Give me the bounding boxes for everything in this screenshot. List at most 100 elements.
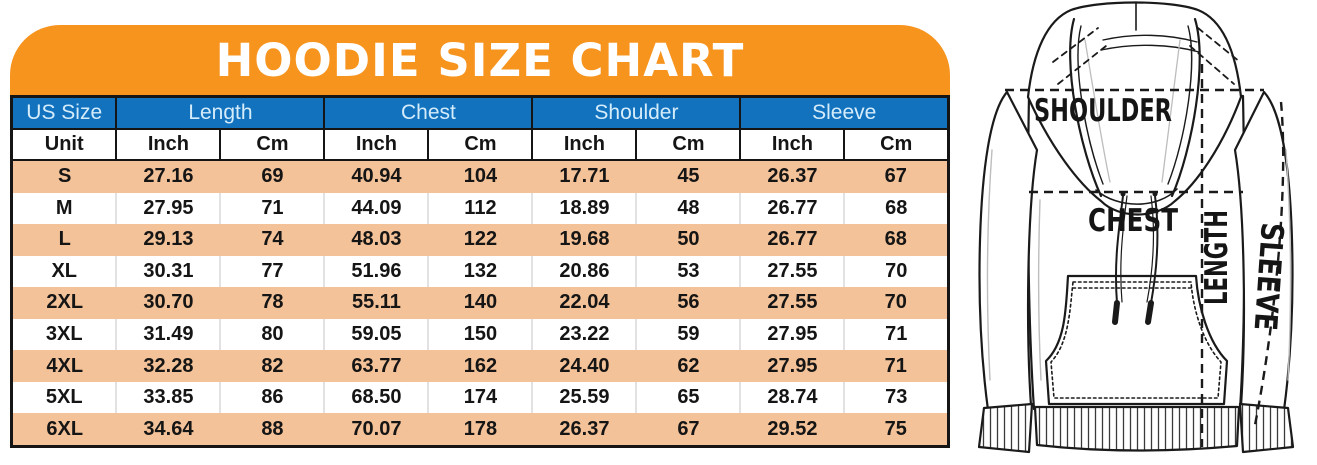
size-value: 86	[219, 381, 325, 414]
size-value: 56	[636, 287, 741, 319]
size-value: 27.16	[116, 160, 221, 193]
size-value: 68.50	[323, 381, 429, 414]
size-value: 74	[220, 224, 325, 256]
size-label: S	[11, 160, 117, 193]
size-value: 150	[427, 318, 533, 351]
size-value: 48.03	[324, 224, 429, 256]
chest-label: CHEST	[1088, 203, 1178, 239]
size-value: 29.13	[116, 224, 221, 256]
size-value: 59.05	[323, 318, 429, 351]
measurement-lines	[1005, 64, 1285, 447]
size-value: 112	[427, 192, 533, 225]
size-value: 18.89	[531, 192, 637, 225]
column-group-chest: Chest	[323, 95, 534, 130]
size-value: 17.71	[532, 160, 637, 193]
size-value: 174	[427, 381, 533, 414]
title-banner: HOODIE SIZE CHART	[10, 25, 950, 95]
size-row-m: M 27.95 71 44.09 112 18.89 48 26.77 68	[11, 192, 949, 225]
size-value: 62	[636, 350, 741, 382]
size-value: 70	[844, 287, 949, 319]
size-label: 5XL	[11, 381, 117, 414]
size-label: 4XL	[11, 350, 117, 382]
size-value: 48	[635, 192, 741, 225]
column-group-us-size: US Size	[10, 95, 118, 130]
size-row-3xl: 3XL 31.49 80 59.05 150 23.22 59 27.95 71	[11, 318, 949, 351]
size-value: 33.85	[115, 381, 221, 414]
size-row-s: S 27.16 69 40.94 104 17.71 45 26.37 67	[11, 160, 949, 193]
size-row-xl: XL 30.31 77 51.96 132 20.86 53 27.55 70	[11, 255, 949, 288]
size-value: 70	[843, 255, 949, 288]
size-value: 45	[636, 160, 741, 193]
size-value: 27.95	[115, 192, 221, 225]
size-value: 122	[428, 224, 533, 256]
unit-header-0: Unit	[10, 128, 118, 161]
size-value: 132	[427, 255, 533, 288]
size-value: 65	[635, 381, 741, 414]
size-value: 88	[220, 413, 325, 447]
size-value: 26.37	[532, 413, 637, 447]
size-row-2xl: 2XL 30.70 78 55.11 140 22.04 56 27.55 70	[11, 287, 949, 319]
size-value: 67	[636, 413, 741, 447]
size-value: 30.31	[115, 255, 221, 288]
size-value: 53	[635, 255, 741, 288]
unit-header-7: Inch	[739, 128, 846, 161]
size-row-6xl: 6XL 34.64 88 70.07 178 26.37 67 29.52 75	[11, 413, 949, 447]
size-value: 27.55	[740, 287, 845, 319]
size-value: 50	[636, 224, 741, 256]
unit-header-2: Cm	[219, 128, 326, 161]
length-label: LENGTH	[1199, 210, 1235, 305]
table-group-header-row: US Size Length Chest Shoulder Sleeve	[10, 95, 950, 130]
size-value: 80	[219, 318, 325, 351]
size-value: 34.64	[116, 413, 221, 447]
size-label: 2XL	[11, 287, 117, 319]
size-value: 71	[844, 350, 949, 382]
size-value: 77	[219, 255, 325, 288]
size-table-body: S 27.16 69 40.94 104 17.71 45 26.37 67 M 27.95 71 44…	[11, 160, 949, 447]
size-value: 40.94	[324, 160, 429, 193]
size-value: 63.77	[324, 350, 429, 382]
unit-header-6: Cm	[635, 128, 742, 161]
size-value: 71	[843, 318, 949, 351]
size-value: 26.37	[740, 160, 845, 193]
unit-header-3: Inch	[323, 128, 430, 161]
size-label: M	[11, 192, 117, 225]
size-value: 31.49	[115, 318, 221, 351]
size-label: 6XL	[11, 413, 117, 447]
column-group-shoulder: Shoulder	[531, 95, 742, 130]
size-value: 140	[428, 287, 533, 319]
size-value: 59	[635, 318, 741, 351]
size-value: 25.59	[531, 381, 637, 414]
column-group-length: Length	[115, 95, 326, 130]
size-value: 75	[844, 413, 949, 447]
shoulder-label: SHOULDER	[1034, 93, 1172, 129]
size-value: 27.95	[740, 350, 845, 382]
size-value: 73	[843, 381, 949, 414]
size-value: 70.07	[324, 413, 429, 447]
size-label: 3XL	[11, 318, 117, 351]
size-value: 28.74	[739, 381, 845, 414]
size-value: 68	[843, 192, 949, 225]
size-value: 44.09	[323, 192, 429, 225]
size-value: 82	[220, 350, 325, 382]
size-value: 22.04	[532, 287, 637, 319]
size-value: 178	[428, 413, 533, 447]
size-value: 32.28	[116, 350, 221, 382]
table-unit-header-row: Unit Inch Cm Inch Cm Inch Cm Inch Cm	[10, 128, 950, 161]
size-value: 26.77	[740, 224, 845, 256]
size-value: 69	[220, 160, 325, 193]
sleeve-measure-line	[1252, 101, 1285, 431]
size-value: 71	[219, 192, 325, 225]
size-value: 20.86	[531, 255, 637, 288]
size-value: 26.77	[739, 192, 845, 225]
unit-header-4: Cm	[427, 128, 534, 161]
unit-header-8: Cm	[843, 128, 950, 161]
sleeve-label: SLEEVE	[1246, 221, 1289, 331]
size-row-5xl: 5XL 33.85 86 68.50 174 25.59 65 28.74 73	[11, 381, 949, 414]
hoodie-illustration: SHOULDER CHEST LENGTH SLEEVE	[977, 1, 1295, 454]
size-value: 24.40	[532, 350, 637, 382]
unit-header-1: Inch	[115, 128, 222, 161]
size-label: XL	[11, 255, 117, 288]
size-value: 55.11	[324, 287, 429, 319]
size-table: US Size Length Chest Shoulder Sleeve Unit Inc…	[10, 95, 950, 448]
size-label: L	[11, 224, 117, 256]
